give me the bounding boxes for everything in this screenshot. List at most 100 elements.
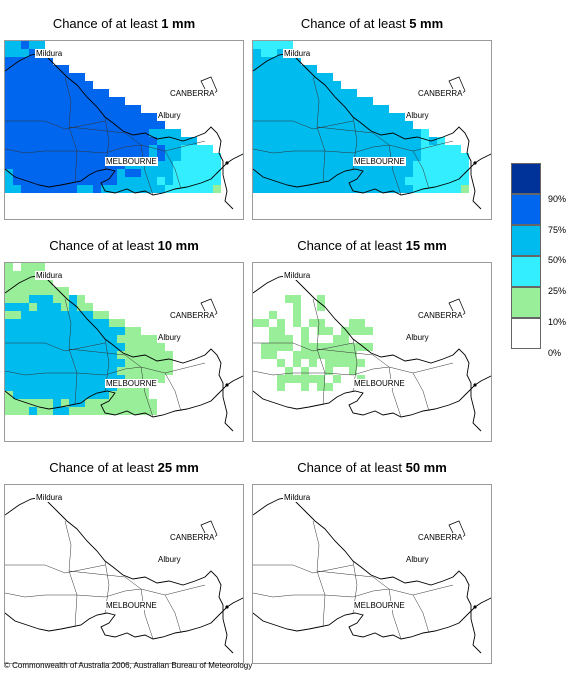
rain-cell bbox=[261, 343, 269, 351]
coastline bbox=[5, 153, 243, 196]
rain-cell bbox=[21, 137, 29, 145]
rain-cell bbox=[85, 137, 93, 145]
rain-cell bbox=[333, 375, 341, 383]
forecast-panel-5mm: Chance of at least 5 mm Mildura CANBERRA A… bbox=[252, 16, 492, 240]
rain-cell bbox=[277, 145, 285, 153]
rain-cell bbox=[253, 65, 261, 73]
rain-cell bbox=[69, 327, 77, 335]
district-boundary bbox=[253, 592, 325, 598]
rain-cell bbox=[29, 327, 37, 335]
rain-cell bbox=[285, 145, 293, 153]
rain-cell bbox=[29, 73, 37, 81]
rain-cell bbox=[277, 113, 285, 121]
rain-cell bbox=[269, 177, 277, 185]
rain-cell bbox=[189, 169, 197, 177]
coastline bbox=[253, 597, 491, 640]
rain-cell bbox=[5, 311, 13, 319]
rain-cell bbox=[253, 73, 261, 81]
rain-cell bbox=[293, 97, 301, 105]
rain-cell bbox=[53, 311, 61, 319]
rain-cell bbox=[37, 121, 45, 129]
rain-cell bbox=[101, 343, 109, 351]
rain-cell bbox=[133, 391, 141, 399]
rain-cell bbox=[157, 177, 165, 185]
rain-cell bbox=[37, 145, 45, 153]
rain-cell bbox=[53, 73, 61, 81]
rain-cell bbox=[109, 359, 117, 367]
district-boundary bbox=[68, 570, 206, 596]
rain-cell bbox=[277, 169, 285, 177]
rain-cell bbox=[197, 153, 205, 161]
rain-cell bbox=[5, 279, 13, 287]
rain-cell bbox=[77, 129, 85, 137]
rain-cell bbox=[453, 145, 461, 153]
rain-cell bbox=[29, 89, 37, 97]
rain-cell bbox=[37, 57, 45, 65]
rain-cell bbox=[397, 169, 405, 177]
rain-cell bbox=[437, 169, 445, 177]
rain-cell bbox=[349, 185, 357, 193]
rain-cell bbox=[325, 97, 333, 105]
rain-cell bbox=[285, 121, 293, 129]
rain-cell bbox=[461, 177, 469, 185]
rain-cell bbox=[277, 41, 285, 49]
rain-cell bbox=[253, 177, 261, 185]
rain-cell bbox=[317, 89, 325, 97]
rain-cell bbox=[13, 359, 21, 367]
place-label-albury: Albury bbox=[157, 333, 182, 342]
rain-cell bbox=[53, 145, 61, 153]
rain-cell bbox=[317, 113, 325, 121]
rain-cell bbox=[69, 375, 77, 383]
rain-cell bbox=[37, 383, 45, 391]
rain-cell bbox=[285, 105, 293, 113]
rain-cell bbox=[85, 89, 93, 97]
rain-cell bbox=[149, 367, 157, 375]
rain-cell bbox=[173, 169, 181, 177]
rain-cell bbox=[149, 335, 157, 343]
rain-cell bbox=[5, 81, 13, 89]
rain-cell bbox=[421, 145, 429, 153]
rain-cell bbox=[61, 327, 69, 335]
place-label-mildura: Mildura bbox=[283, 493, 312, 502]
rain-cell bbox=[357, 129, 365, 137]
district-boundary bbox=[164, 594, 182, 634]
rain-cell bbox=[261, 351, 269, 359]
rain-cell bbox=[117, 185, 125, 193]
rain-cell bbox=[253, 105, 261, 113]
rain-cell bbox=[45, 145, 53, 153]
rain-cell bbox=[77, 137, 85, 145]
rain-cell bbox=[45, 169, 53, 177]
rain-cell bbox=[397, 185, 405, 193]
rain-cell bbox=[341, 327, 349, 335]
rain-cell bbox=[293, 105, 301, 113]
rain-cell bbox=[93, 145, 101, 153]
place-label-melbourne: MELBOURNE bbox=[353, 157, 406, 166]
rain-cell bbox=[77, 335, 85, 343]
rain-cell bbox=[269, 343, 277, 351]
rain-cell bbox=[317, 303, 325, 311]
panel-title: Chance of at least 1 mm bbox=[52, 16, 196, 31]
rain-cell bbox=[133, 185, 141, 193]
rain-cell bbox=[285, 177, 293, 185]
cape-howe-marker bbox=[473, 161, 477, 165]
rain-cell bbox=[317, 185, 325, 193]
rain-cell bbox=[93, 327, 101, 335]
rain-cell bbox=[85, 391, 93, 399]
rain-cell bbox=[285, 81, 293, 89]
rain-cell bbox=[29, 97, 37, 105]
forecast-panel-10mm: Chance of at least 10 mm Mildura CANBERRA… bbox=[4, 238, 244, 462]
rain-cell bbox=[181, 145, 189, 153]
rain-cell bbox=[5, 295, 13, 303]
rain-cell bbox=[293, 351, 301, 359]
rain-cell bbox=[93, 177, 101, 185]
rain-cell bbox=[117, 407, 125, 415]
rain-cell bbox=[69, 105, 77, 113]
place-label-canberra: CANBERRA bbox=[417, 89, 464, 98]
rain-cell bbox=[61, 399, 69, 407]
rain-cell bbox=[301, 169, 309, 177]
rain-cell bbox=[253, 319, 261, 327]
rain-cell bbox=[61, 185, 69, 193]
rain-cell bbox=[5, 41, 13, 49]
rain-cell bbox=[253, 185, 261, 193]
rain-cell bbox=[165, 351, 173, 359]
